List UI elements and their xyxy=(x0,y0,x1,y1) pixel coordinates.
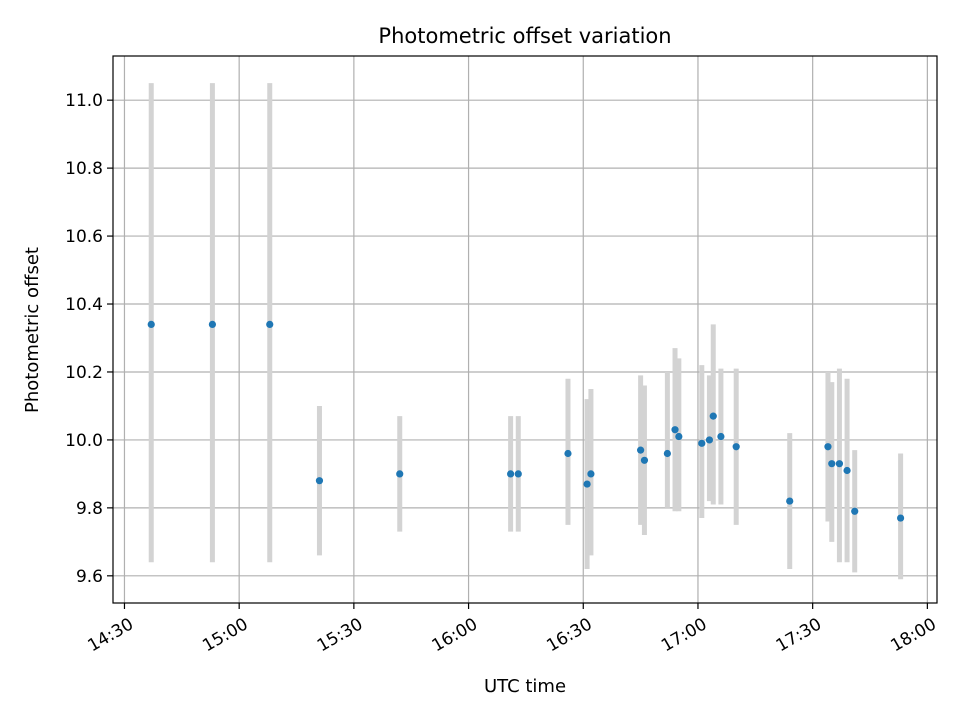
data-point xyxy=(208,320,217,329)
x-tick-label: 17:30 xyxy=(773,614,825,656)
x-tick-label: 16:30 xyxy=(543,614,595,656)
x-tick-label: 15:00 xyxy=(199,614,251,656)
data-point xyxy=(671,426,679,434)
y-tick-label: 10.8 xyxy=(65,159,103,179)
data-point xyxy=(709,412,717,420)
x-axis-label: UTC time xyxy=(484,676,566,697)
x-tick-label: 15:30 xyxy=(314,614,366,656)
error-bars xyxy=(148,83,904,580)
data-point xyxy=(851,507,859,515)
data-point xyxy=(705,436,714,444)
x-tick-label: 14:30 xyxy=(85,614,137,656)
x-tick-label: 17:00 xyxy=(658,614,710,656)
y-tick-label: 10.0 xyxy=(65,431,103,451)
data-point xyxy=(266,320,274,329)
data-point xyxy=(583,480,591,488)
data-point xyxy=(640,456,649,464)
grid-lines xyxy=(113,56,937,603)
y-tick-label: 9.6 xyxy=(76,567,103,587)
x-tick-label: 16:00 xyxy=(429,614,481,656)
data-point xyxy=(564,449,572,458)
data-point xyxy=(843,466,851,475)
data-point xyxy=(147,320,155,329)
data-point xyxy=(828,460,836,468)
x-axis-ticks: 14:30 15:00 15:30 16:00 16:30 17:00 17:30 18:00 xyxy=(85,603,940,656)
x-tick-label: 18:00 xyxy=(887,614,939,656)
data-point xyxy=(732,443,740,451)
y-axis-ticks: 9.6 9.8 10.0 10.2 10.4 10.6 10.8 11.0 xyxy=(65,91,113,587)
y-axis-label: Photometric offset xyxy=(22,247,43,413)
data-point xyxy=(637,446,645,454)
data-point xyxy=(587,470,595,478)
y-tick-label: 10.6 xyxy=(65,227,103,247)
chart-title: Photometric offset variation xyxy=(378,24,671,48)
data-point xyxy=(514,470,522,478)
y-tick-label: 9.8 xyxy=(76,499,103,519)
data-point xyxy=(675,432,683,441)
data-point xyxy=(698,439,706,447)
data-point xyxy=(786,497,794,505)
data-point xyxy=(717,432,725,441)
y-tick-label: 11.0 xyxy=(65,91,103,111)
data-point xyxy=(896,514,905,522)
data-point xyxy=(824,443,832,451)
data-point xyxy=(315,477,324,485)
data-points xyxy=(147,320,905,522)
y-tick-label: 10.2 xyxy=(65,363,103,383)
y-tick-label: 10.4 xyxy=(65,295,103,315)
axes-frame xyxy=(112,55,938,604)
data-point xyxy=(663,449,671,458)
data-point xyxy=(396,470,404,478)
data-point xyxy=(835,460,844,468)
data-point xyxy=(507,470,515,478)
